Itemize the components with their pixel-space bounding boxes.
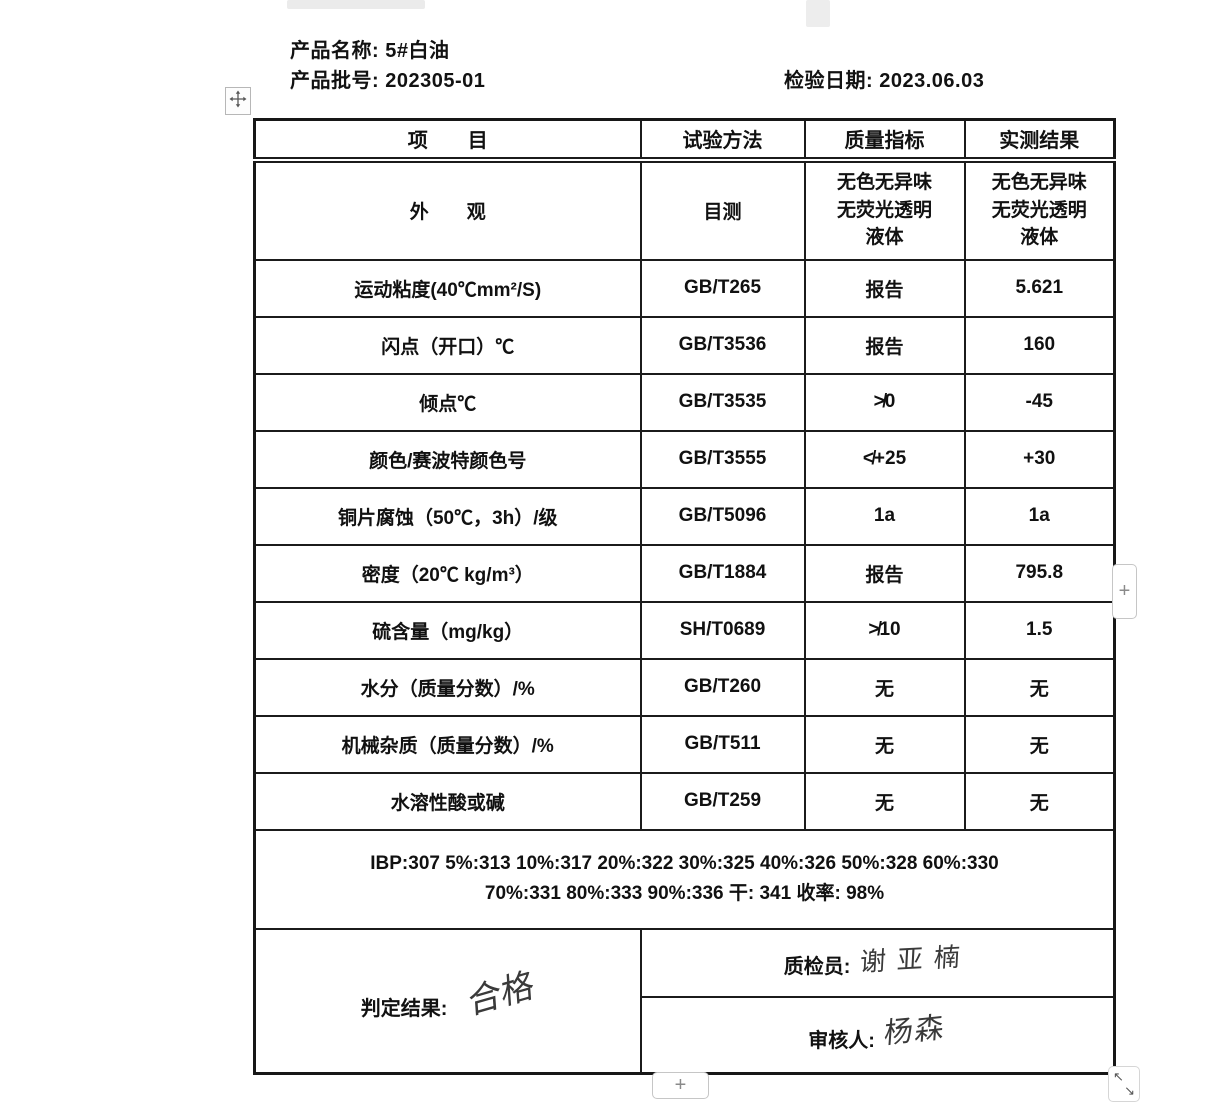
table-header-row: 项 目 试验方法 质量指标 实测结果 (253, 118, 1116, 163)
cell-method[interactable]: GB/T265 (639, 258, 806, 318)
verdict-label: 判定结果: (360, 998, 448, 1021)
cell-item[interactable]: 运动粘度(40℃mm²/S) (253, 258, 642, 318)
cell-spec[interactable]: ≮+25 (803, 429, 966, 489)
inspection-date-line: 检验日期: 2023.06.03 (784, 64, 984, 93)
verdict-signature: 合格 (466, 964, 536, 1025)
cell-spec[interactable]: 无 (803, 771, 966, 831)
cell-spec[interactable]: 报告 (803, 258, 966, 318)
product-name-value: 5#白油 (385, 40, 450, 62)
inspection-date-label: 检验日期: (784, 70, 874, 92)
inspector-label: 质检员: (783, 956, 851, 978)
table-resize-handle[interactable]: ↖ ↘ (1108, 1066, 1140, 1102)
cell-result[interactable]: 无 (963, 771, 1116, 831)
plus-icon: + (1118, 580, 1131, 602)
cell-result[interactable]: 无色无异味 无荧光透明 液体 (963, 158, 1116, 261)
scan-smudge (806, 0, 830, 27)
reviewer-signature: 杨森 (883, 1009, 948, 1051)
cell-item[interactable]: 颜色/赛波特颜色号 (253, 429, 642, 489)
table-move-handle[interactable] (225, 87, 251, 115)
product-name-label: 产品名称: (290, 40, 380, 62)
cell-result[interactable]: 795.8 (963, 543, 1116, 603)
table-row: 颜色/赛波特颜色号 GB/T3555 ≮+25 +30 (253, 429, 1116, 489)
cell-spec[interactable]: ≯0 (803, 372, 966, 432)
batch-label: 产品批号: (290, 70, 380, 92)
col-header-spec[interactable]: 质量指标 (803, 118, 966, 163)
table-row: 运动粘度(40℃mm²/S) GB/T265 报告 5.621 (253, 258, 1116, 318)
inspection-date-value: 2023.06.03 (879, 70, 985, 92)
cell-spec[interactable]: 无 (803, 714, 966, 774)
distillation-row: IBP:307 5%:313 10%:317 20%:322 30%:325 4… (253, 828, 1116, 930)
plus-icon: + (674, 1074, 687, 1096)
cell-item[interactable]: 密度（20℃ kg/m³） (253, 543, 642, 603)
col-header-result[interactable]: 实测结果 (963, 118, 1116, 163)
table-row: 倾点℃ GB/T3535 ≯0 -45 (253, 372, 1116, 432)
distillation-line-1: IBP:307 5%:313 10%:317 20%:322 30%:325 4… (370, 853, 999, 874)
cell-result[interactable]: 160 (963, 315, 1116, 375)
cell-method[interactable]: GB/T5096 (639, 486, 806, 546)
cell-spec[interactable]: 无色无异味 无荧光透明 液体 (803, 158, 966, 261)
cell-result[interactable]: 1.5 (963, 600, 1116, 660)
col-header-method[interactable]: 试验方法 (639, 118, 806, 163)
insert-column-button[interactable]: + (1112, 564, 1137, 619)
cell-spec[interactable]: 报告 (803, 315, 966, 375)
batch-value: 202305-01 (385, 70, 486, 92)
table-row: 机械杂质（质量分数）/% GB/T511 无 无 (253, 714, 1116, 774)
cell-result[interactable]: 5.621 (963, 258, 1116, 318)
move-icon (229, 90, 247, 113)
cell-spec[interactable]: 无 (803, 657, 966, 717)
resize-nw-icon: ↖ (1113, 1069, 1124, 1084)
cell-spec[interactable]: ≯10 (803, 600, 966, 660)
cell-result[interactable]: 1a (963, 486, 1116, 546)
cell-item[interactable]: 水溶性酸或碱 (253, 771, 642, 831)
resize-se-icon: ↘ (1124, 1083, 1135, 1098)
cell-method[interactable]: GB/T1884 (639, 543, 806, 603)
cell-method[interactable]: SH/T0689 (639, 600, 806, 660)
table-row: 水分（质量分数）/% GB/T260 无 无 (253, 657, 1116, 717)
inspector-cell[interactable]: 质检员: 谢亚楠 (639, 927, 1116, 998)
cell-method[interactable]: GB/T259 (639, 771, 806, 831)
signature-row: 判定结果: 合格 质检员: 谢亚楠 (253, 927, 1116, 1075)
table-row: 铜片腐蚀（50℃，3h）/级 GB/T5096 1a 1a (253, 486, 1116, 546)
distillation-cell[interactable]: IBP:307 5%:313 10%:317 20%:322 30%:325 4… (253, 828, 1116, 930)
table-row: 硫含量（mg/kg） SH/T0689 ≯10 1.5 (253, 600, 1116, 660)
inspector-signature: 谢亚楠 (858, 942, 972, 978)
cell-item[interactable]: 闪点（开口）℃ (253, 315, 642, 375)
inspection-table: 项 目 试验方法 质量指标 实测结果 外 观 目测 无色无异味 无荧光透明 液体… (253, 118, 1116, 1075)
distillation-line-2: 70%:331 80%:333 90%:336 干: 341 收率: 98% (484, 883, 885, 904)
table-row: 外 观 目测 无色无异味 无荧光透明 液体 无色无异味 无荧光透明 液体 (253, 158, 1116, 261)
cell-method[interactable]: GB/T260 (639, 657, 806, 717)
cell-spec[interactable]: 1a (803, 486, 966, 546)
cell-result[interactable]: +30 (963, 429, 1116, 489)
cell-result[interactable]: -45 (963, 372, 1116, 432)
verdict-cell[interactable]: 判定结果: 合格 (253, 927, 642, 1075)
reviewer-cell[interactable]: 审核人: 杨森 (639, 995, 1116, 1075)
cell-result[interactable]: 无 (963, 714, 1116, 774)
cell-method[interactable]: 目测 (639, 158, 806, 261)
table-row: 密度（20℃ kg/m³） GB/T1884 报告 795.8 (253, 543, 1116, 603)
reviewer-label: 审核人: (808, 1029, 875, 1052)
cell-item[interactable]: 铜片腐蚀（50℃，3h）/级 (253, 486, 642, 546)
scan-smudge (287, 0, 425, 9)
table-row: 闪点（开口）℃ GB/T3536 报告 160 (253, 315, 1116, 375)
cell-item[interactable]: 倾点℃ (253, 372, 642, 432)
batch-number-line: 产品批号: 202305-01 (290, 64, 485, 93)
cell-item[interactable]: 机械杂质（质量分数）/% (253, 714, 642, 774)
cell-item[interactable]: 外 观 (253, 158, 642, 261)
cell-result[interactable]: 无 (963, 657, 1116, 717)
cell-spec[interactable]: 报告 (803, 543, 966, 603)
col-header-item[interactable]: 项 目 (253, 118, 642, 163)
insert-row-button[interactable]: + (652, 1072, 709, 1099)
signature-row: 审核人: 杨森 (255, 995, 1116, 1075)
table-row: 水溶性酸或碱 GB/T259 无 无 (253, 771, 1116, 831)
cell-item[interactable]: 水分（质量分数）/% (253, 657, 642, 717)
product-name-line: 产品名称: 5#白油 (290, 34, 449, 63)
cell-method[interactable]: GB/T3536 (639, 315, 806, 375)
cell-method[interactable]: GB/T3555 (639, 429, 806, 489)
cell-method[interactable]: GB/T511 (639, 714, 806, 774)
cell-item[interactable]: 硫含量（mg/kg） (253, 600, 642, 660)
cell-method[interactable]: GB/T3535 (639, 372, 806, 432)
